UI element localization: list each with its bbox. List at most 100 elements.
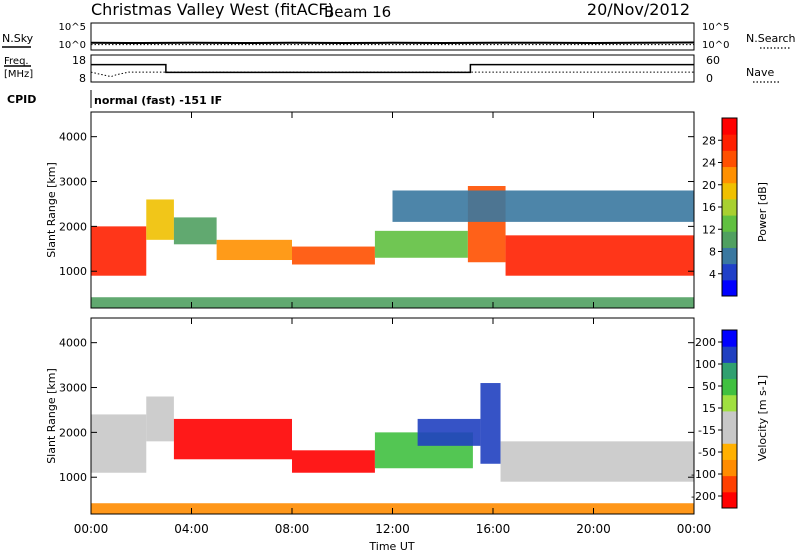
power-colorbar-swatch-8 [722, 150, 737, 168]
power-colorbar-tick-6: 28 [702, 134, 716, 147]
power-colorbar-swatch-5 [722, 198, 737, 216]
nsky-label: N.Sky [2, 32, 34, 45]
velocity-colorbar-tick-5: -50 [698, 446, 716, 459]
power-colorbar-swatches [721, 117, 738, 297]
velocity-region-1 [146, 396, 174, 442]
velocity-panel: 1000 2000 3000 4000 00:00 04:00 08:00 12:00 16:… [45, 317, 712, 553]
velocity-region-6 [480, 383, 501, 464]
noise-panel: N.Sky 10^5 10^0 10^5 10^0 N.Search [2, 22, 796, 51]
power-ytick-label-0: 1000 [59, 265, 87, 278]
velocity-colorbar-swatch-8 [722, 362, 737, 380]
velocity-colorbar-tick-0: 200 [695, 336, 716, 349]
velocity-colorbar-swatches [721, 329, 738, 509]
freq-series-line-1 [90, 71, 694, 78]
velocity-xtick-label-2: 08:00 [275, 522, 310, 536]
noise-right-tick-bottom: 10^0 [702, 40, 729, 51]
power-region-5 [374, 230, 468, 258]
power-region-1 [146, 199, 174, 240]
beam-label: Beam 16 [324, 3, 391, 21]
velocity-xtick-label-0: 00:00 [74, 522, 109, 536]
velocity-colorbar-swatch-2 [722, 459, 737, 477]
noise-series-line-0 [90, 41, 695, 45]
velocity-colorbar-swatch-5 [722, 410, 737, 428]
power-region-2 [173, 217, 217, 245]
velocity-colorbar-swatch-4 [722, 427, 737, 444]
freq-label-line1: Freq. [4, 56, 29, 67]
velocity-region-0 [91, 414, 147, 473]
frequency-panel: Freq. [MHz] 18 8 60 0 Nave [4, 54, 780, 85]
nsearch-label: N.Search [746, 32, 796, 45]
velocity-colorbar-swatch-10 [722, 330, 737, 347]
velocity-ytick-label-1: 2000 [59, 426, 87, 439]
power-colorbar-swatch-9 [722, 134, 737, 151]
velocity-ytick-label-0: 1000 [59, 471, 87, 484]
velocity-colorbar-label: Velocity [m s-1] [756, 375, 769, 461]
power-colorbar-swatch-3 [722, 231, 737, 248]
power-colorbar-ticks: 4 8 12 16 20 24 28 [702, 134, 722, 281]
cpid-label: CPID [7, 93, 36, 106]
power-colorbar-swatch-4 [722, 215, 737, 232]
nave-label: Nave [746, 66, 774, 79]
power-region-7 [505, 235, 694, 276]
power-y-axis-label: Slant Range [km] [45, 162, 58, 258]
velocity-colorbar-ticks: 200 100 50 15 -15 -50 -100 -200 [691, 336, 722, 503]
velocity-colorbar-tick-6: -100 [691, 468, 716, 481]
velocity-x-axis-label: Time UT [368, 540, 414, 553]
power-colorbar-swatch-6 [722, 182, 737, 200]
nave-right-tick-top: 60 [706, 54, 720, 67]
velocity-xtick-label-1: 04:00 [174, 522, 209, 536]
power-ytick-label-3: 4000 [59, 131, 87, 144]
velocity-colorbar-tick-7: -200 [691, 490, 716, 503]
power-colorbar-swatch-7 [722, 166, 737, 184]
velocity-ytick-label-2: 3000 [59, 382, 87, 395]
station-title: Christmas Valley West (fitACF) [91, 0, 334, 19]
power-heatmap [91, 186, 694, 308]
velocity-xtick-label-4: 16:00 [476, 522, 511, 536]
velocity-x-axis: 00:00 04:00 08:00 12:00 16:00 20:00 00:00 [74, 318, 712, 536]
velocity-xtick-label-5: 20:00 [576, 522, 611, 536]
frequency-series [90, 63, 694, 78]
freq-left-tick-bottom: 8 [79, 72, 86, 85]
velocity-ytick-label-3: 4000 [59, 337, 87, 350]
power-region-0 [91, 226, 147, 276]
power-colorbar: 4 8 12 16 20 24 28 Power [dB] [702, 117, 769, 297]
power-x-ticks [90, 112, 695, 308]
noise-left-tick-top: 10^5 [59, 22, 86, 33]
velocity-colorbar-swatch-1 [722, 475, 737, 493]
velocity-colorbar-tick-4: -15 [698, 424, 716, 437]
power-ytick-label-2: 3000 [59, 176, 87, 189]
power-colorbar-tick-3: 16 [702, 201, 716, 214]
velocity-colorbar-swatch-9 [722, 346, 737, 363]
velocity-xtick-label-6: 00:00 [677, 522, 712, 536]
power-region-3 [216, 239, 292, 261]
velocity-region-3 [292, 450, 375, 473]
date-label: 20/Nov/2012 [587, 0, 690, 19]
power-colorbar-swatch-1 [722, 263, 737, 281]
velocity-colorbar-frame [721, 329, 738, 509]
power-region-4 [292, 246, 375, 265]
power-colorbar-swatch-2 [722, 247, 737, 265]
velocity-xtick-label-3: 12:00 [375, 522, 410, 536]
freq-series-line-0 [91, 63, 694, 74]
velocity-colorbar-tick-2: 50 [702, 380, 716, 393]
velocity-region-2 [173, 418, 292, 460]
velocity-colorbar-tick-1: 100 [695, 358, 716, 371]
velocity-colorbar-swatch-3 [722, 443, 737, 460]
velocity-colorbar-swatch-7 [722, 378, 737, 396]
velocity-y-axis: 1000 2000 3000 4000 [59, 337, 694, 484]
velocity-heatmap [91, 383, 694, 514]
power-colorbar-swatch-0 [722, 279, 737, 297]
power-colorbar-tick-5: 24 [702, 157, 716, 170]
cpid-text: normal (fast) -151 IF [94, 94, 222, 107]
velocity-colorbar-swatch-0 [722, 491, 737, 509]
power-region-8 [392, 190, 694, 222]
power-colorbar-tick-4: 20 [702, 179, 716, 192]
velocity-y-axis-label: Slant Range [km] [45, 368, 58, 464]
velocity-colorbar: 200 100 50 15 -15 -50 -100 -200 Velocity [m s-1… [691, 329, 769, 509]
power-y-axis: 1000 2000 3000 4000 [59, 131, 694, 278]
freq-label-line2: [MHz] [4, 69, 33, 80]
nave-right-tick-bottom: 0 [706, 72, 713, 85]
velocity-region-5 [417, 418, 481, 446]
power-ytick-label-1: 2000 [59, 220, 87, 233]
